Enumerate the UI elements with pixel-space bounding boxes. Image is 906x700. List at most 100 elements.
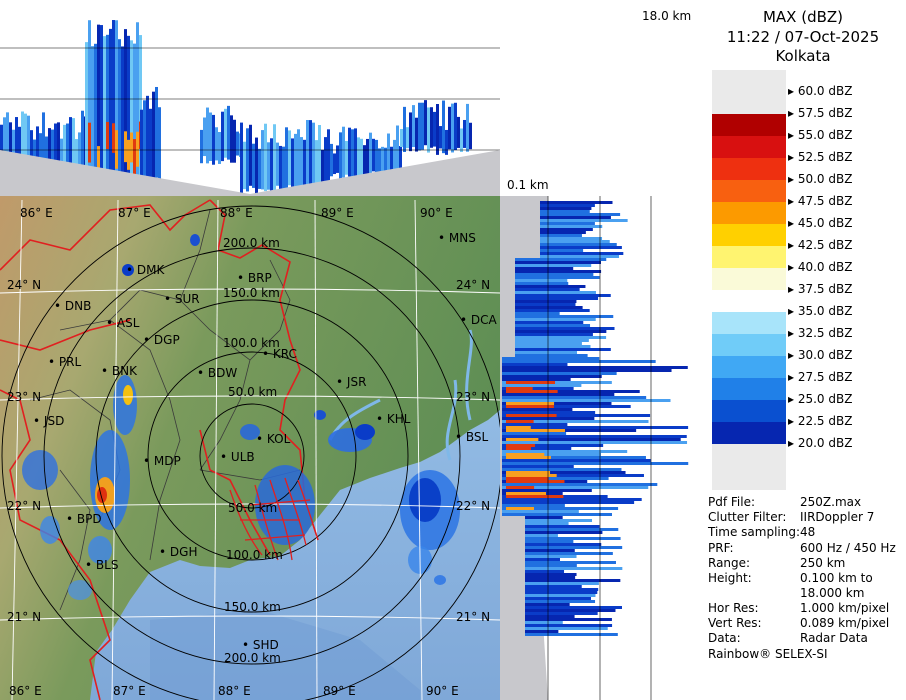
side-echo-row <box>502 393 615 396</box>
top-echo-column <box>400 128 403 148</box>
side-echo-core <box>506 471 551 474</box>
side-echo-row <box>525 531 603 534</box>
city-label-bpd: • BPD <box>66 512 102 526</box>
top-echo-column <box>384 147 387 180</box>
top-echo-column <box>430 107 433 148</box>
top-echo-column <box>21 111 24 166</box>
legend-level-label: ▸ 30.0 dBZ <box>788 348 853 362</box>
top-echo-column <box>318 125 321 195</box>
top-echo-column <box>406 127 409 149</box>
side-echo-row <box>525 528 619 531</box>
legend-level-label: ▸ 57.5 dBZ <box>788 106 853 120</box>
side-echo-row <box>502 411 596 414</box>
side-echo-row <box>515 345 591 348</box>
top-echo-column <box>390 146 393 177</box>
legend-level-label: ▸ 32.5 dBZ <box>788 326 853 340</box>
side-echo-row <box>502 390 640 393</box>
side-echo-row <box>540 228 593 231</box>
info-key: Data: <box>708 631 741 645</box>
lon-label-bottom: 86° E <box>9 684 42 698</box>
top-echo-column <box>9 122 12 173</box>
top-echo-column <box>381 146 384 179</box>
side-echo-row <box>525 633 618 636</box>
side-echo-row <box>515 282 569 285</box>
top-echo-column <box>424 100 427 146</box>
side-echo-core <box>506 405 554 408</box>
side-echo-core <box>506 390 558 393</box>
side-echo-row <box>515 258 607 261</box>
side-echo-row <box>515 276 600 279</box>
range-label: 200.0 km <box>223 236 280 250</box>
side-echo-row <box>515 351 578 354</box>
city-label-bsl: • BSL <box>455 430 489 444</box>
side-echo-row <box>540 222 595 225</box>
top-echo-column <box>139 35 142 181</box>
top-echo-core <box>133 139 136 176</box>
lat-lon-grid <box>0 199 500 700</box>
top-echo-column <box>85 42 88 183</box>
lon-label-top: 87° E <box>118 206 151 220</box>
side-echo-core <box>506 387 533 390</box>
legend-level-label: ▸ 55.0 dBZ <box>788 128 853 142</box>
lon-label-top: 89° E <box>321 206 354 220</box>
side-echo-row <box>502 459 651 462</box>
side-echo-row <box>502 468 622 471</box>
top-echo-column <box>372 138 375 172</box>
info-value: 0.089 km/pixel <box>800 616 890 630</box>
top-echo-column <box>339 132 342 179</box>
side-echo-row <box>525 570 565 573</box>
side-echo-row <box>540 219 628 222</box>
top-echo-column <box>230 115 233 163</box>
lat-label-right: 21° N <box>456 610 491 624</box>
city-label-khl: • KHL <box>376 412 411 426</box>
top-echo-core <box>136 131 139 167</box>
range-label: 150.0 km <box>223 286 280 300</box>
top-echo-column <box>124 29 127 185</box>
legend-level-label: ▸ 52.5 dBZ <box>788 150 853 164</box>
side-echo-core <box>506 426 531 429</box>
city-label-ulb: • ULB <box>220 450 255 464</box>
top-echo-column <box>118 39 121 183</box>
side-echo-core <box>506 480 565 483</box>
lat-label-left: 23° N <box>7 390 42 404</box>
top-echo-column <box>270 138 273 192</box>
side-echo-row <box>540 207 592 210</box>
side-echo-row <box>515 267 574 270</box>
legend-level-label: ▸ 42.5 dBZ <box>788 238 853 252</box>
top-echo-core <box>130 132 133 163</box>
side-echo-row <box>525 522 569 525</box>
side-echo-core <box>506 438 539 441</box>
city-label-mdp: • MDP <box>143 454 181 468</box>
range-label: 150.0 km <box>224 600 281 614</box>
side-echo-row <box>525 546 623 549</box>
city-label-bls: • BLS <box>85 558 119 572</box>
product-datetime: 11:22 / 07-Oct-2025 <box>726 28 880 46</box>
side-echo-core <box>506 420 534 423</box>
top-echo-column <box>249 124 252 186</box>
side-profile-echoes <box>502 201 689 636</box>
top-profile-svg <box>0 20 500 196</box>
side-echo-row <box>502 420 649 423</box>
side-echo-row <box>502 456 646 459</box>
range-rings <box>1 205 500 700</box>
side-echo-core <box>506 453 545 456</box>
side-echo-row <box>525 585 582 588</box>
info-key: Time sampling: <box>708 525 801 539</box>
top-echo-column <box>51 129 54 174</box>
top-echo-column <box>409 112 412 152</box>
side-echo-row <box>525 516 563 519</box>
range-label: 200.0 km <box>224 651 281 665</box>
city-label-bdw: • BDW <box>197 366 238 380</box>
legend-swatch <box>712 114 786 136</box>
top-echo-column <box>466 103 469 152</box>
top-echo-column <box>306 120 309 191</box>
city-label-jsd: • JSD <box>33 414 65 428</box>
side-echo-row <box>525 618 612 621</box>
colorbar <box>712 114 786 444</box>
side-echo-core <box>506 507 534 510</box>
side-echo-row <box>502 402 612 405</box>
top-echo-column <box>103 36 106 177</box>
top-echo-column <box>63 124 66 171</box>
legend-panel: MAX (dBZ) 11:22 / 07-Oct-2025 Kolkata ▸ … <box>700 0 906 700</box>
side-echo-row <box>515 309 590 312</box>
